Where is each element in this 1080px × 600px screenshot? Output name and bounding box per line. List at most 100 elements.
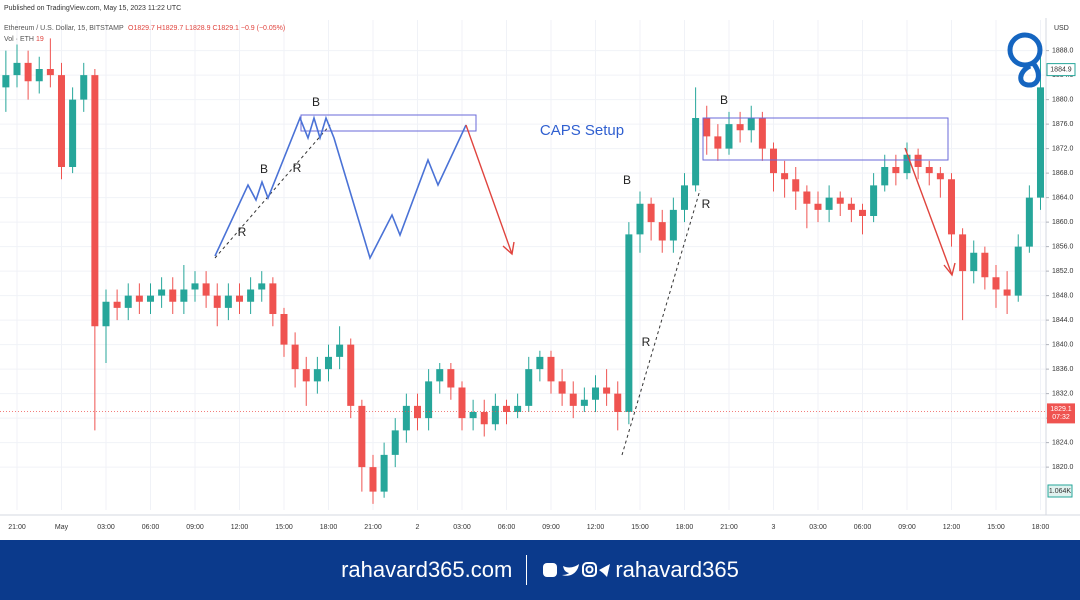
y-tick-label: 1820.0 [1052, 464, 1074, 471]
candle-body [747, 118, 755, 131]
candle-body [180, 289, 188, 302]
candle-body [558, 381, 566, 394]
y-tick-label: 1860.0 [1052, 219, 1074, 226]
footer: rahavard365.com rahavard365 [0, 540, 1080, 600]
x-tick-label: 12:00 [587, 524, 605, 531]
candles [2, 38, 1044, 504]
y-tick-label: 1868.0 [1052, 170, 1074, 177]
candle-body [69, 99, 77, 167]
x-tick-label: May [55, 524, 69, 531]
candle-body [580, 399, 588, 406]
candle-body [692, 118, 700, 186]
volume-tag: 1.064K [1047, 484, 1073, 498]
x-tick-label: 09:00 [542, 524, 560, 531]
candle-body [625, 234, 633, 412]
y-tick-label: 1880.0 [1052, 96, 1074, 103]
candle-body [358, 405, 366, 468]
annotations: CAPS Setup B B R R B B R R [238, 93, 728, 349]
candle-body [992, 277, 1000, 290]
currency: USD [1054, 25, 1069, 32]
candle-body [269, 283, 277, 314]
x-tick-label: 15:00 [275, 524, 293, 531]
candle-body [858, 209, 866, 216]
candle-body [636, 203, 644, 235]
y-tick-label: 1848.0 [1052, 292, 1074, 299]
candle-body [35, 69, 43, 82]
volume-label: Vol · ETH [4, 36, 34, 43]
x-tick-label: 06:00 [854, 524, 872, 531]
candle-body [803, 191, 811, 204]
point-label: R [293, 161, 302, 175]
y-tick-label: 1872.0 [1052, 145, 1074, 152]
candle-body [124, 295, 132, 308]
arrow [904, 147, 953, 276]
candle-body [469, 412, 477, 419]
candle-body [680, 185, 688, 210]
y-tick-label: 1836.0 [1052, 366, 1074, 373]
candle-body [647, 203, 655, 223]
zone-box [300, 114, 477, 132]
candle-body [491, 405, 499, 425]
candle-body [169, 289, 177, 302]
schematic [214, 114, 956, 456]
candle-body [436, 369, 444, 382]
x-tick-label: 3 [772, 524, 776, 531]
candle-body [146, 295, 154, 302]
countdown: 07:32 [1052, 414, 1070, 421]
candle-body [658, 222, 666, 241]
candle-body [391, 430, 399, 455]
candle-body [936, 173, 944, 180]
candle-body [413, 405, 421, 419]
price-tag-label: 1884.9 [1050, 66, 1072, 73]
candle-body [447, 369, 455, 388]
point-label: R [702, 197, 711, 211]
candle-body [981, 252, 989, 278]
candle-body [725, 124, 733, 149]
candle-body [881, 167, 889, 186]
x-tick-label: 21:00 [364, 524, 382, 531]
point-label: B [623, 173, 631, 187]
candle-body [2, 75, 10, 88]
pattern-line [214, 115, 467, 261]
candle-body [202, 283, 210, 296]
candle-body [959, 234, 967, 272]
candle-body [1025, 197, 1033, 247]
logo [1007, 32, 1043, 88]
candle-body [758, 118, 766, 149]
y-tick-label: 1876.0 [1052, 121, 1074, 128]
candle-body [870, 185, 878, 216]
arrow-head [943, 262, 956, 277]
x-tick-label: 03:00 [809, 524, 827, 531]
x-tick-label: 15:00 [987, 524, 1005, 531]
candle-body [836, 197, 844, 204]
trend-line [214, 124, 331, 259]
x-tick-label: 12:00 [231, 524, 249, 531]
candle-body [547, 356, 555, 382]
candle-body [947, 179, 955, 235]
site: rahavard365.com [341, 557, 513, 582]
candle-body [614, 393, 622, 412]
volume-tag-box [1047, 484, 1073, 498]
y-tick-label: 1832.0 [1052, 390, 1074, 397]
y-tick-label: 1864.0 [1052, 194, 1074, 201]
setup-label: CAPS Setup [540, 122, 624, 139]
y-tick-label: 1852.0 [1052, 268, 1074, 275]
candle-body [402, 405, 410, 431]
candle-body [970, 252, 978, 272]
point-label: R [642, 335, 651, 349]
volume-tag-text: 1.064K [1049, 488, 1072, 495]
candle-body [825, 197, 833, 210]
candle-body [347, 344, 355, 406]
candle-body [536, 356, 544, 370]
candle-body [569, 393, 577, 406]
x-tick-label: 18:00 [676, 524, 694, 531]
arrow-head [502, 241, 515, 256]
candle-body [302, 369, 310, 382]
candle-body [703, 118, 711, 137]
candle-body [514, 405, 522, 412]
candle-body [792, 179, 800, 192]
candle-body [336, 344, 344, 357]
candle-body [502, 405, 510, 412]
x-tick-label: 18:00 [1032, 524, 1050, 531]
